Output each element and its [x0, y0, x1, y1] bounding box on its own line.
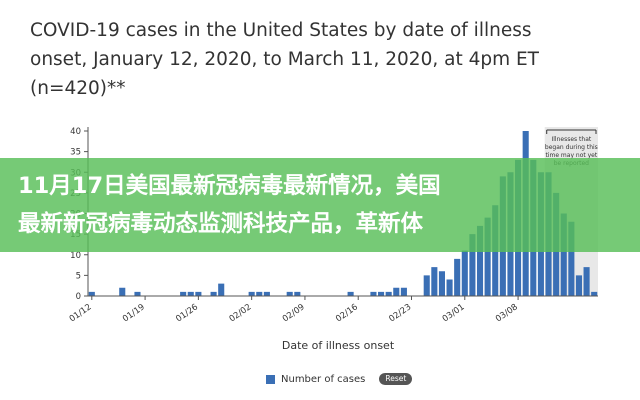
bar — [180, 291, 187, 296]
bar — [575, 275, 583, 296]
x-tick-label: 01/12 — [68, 302, 94, 324]
annotation-text-line: time may not yet — [545, 152, 597, 159]
bar — [568, 221, 575, 296]
bar — [385, 291, 392, 296]
y-tick-label: 35 — [70, 148, 81, 158]
bar — [560, 213, 567, 296]
x-axis-label: Date of illness onset — [282, 339, 395, 352]
x-tick-label: 02/09 — [281, 302, 307, 324]
bar — [423, 275, 430, 296]
legend-swatch — [266, 374, 275, 384]
legend-label: Number of cases — [281, 373, 366, 385]
bar — [469, 234, 476, 296]
y-tick-label: 10 — [70, 251, 81, 261]
bar — [210, 291, 217, 296]
annotation-text-line: began during this — [545, 144, 598, 151]
bar — [446, 279, 453, 296]
y-tick-label: 5 — [76, 271, 81, 281]
bar — [263, 291, 270, 296]
x-tick-label: 01/19 — [121, 302, 147, 324]
title-line-3: (n=420)** — [30, 78, 126, 99]
bar — [591, 291, 598, 296]
x-tick-label: 02/23 — [387, 302, 413, 324]
bar — [294, 291, 301, 296]
reset-button[interactable]: Reset — [379, 373, 413, 385]
bar — [583, 267, 590, 296]
bar — [476, 225, 484, 296]
bar — [400, 287, 407, 296]
bar — [134, 291, 141, 296]
x-tick-label: 02/16 — [334, 302, 360, 324]
bar — [187, 291, 194, 296]
x-tick-label: 03/01 — [441, 302, 467, 324]
bar — [461, 250, 468, 296]
y-tick-label: 40 — [70, 127, 81, 137]
banner-line-2: 最新新冠病毒动态监测科技产品，革新体 — [18, 211, 424, 237]
bar — [378, 291, 385, 296]
chart-legend: Number of cases Reset — [266, 373, 413, 385]
bar — [218, 283, 225, 296]
bar — [393, 287, 400, 296]
bar — [454, 258, 461, 296]
bar — [195, 291, 202, 296]
annotation-text-line: Illnesses that — [551, 136, 591, 143]
bar — [347, 291, 354, 296]
x-tick-label: 02/02 — [228, 302, 254, 324]
bar — [119, 287, 126, 296]
title-line-2: onset, January 12, 2020, to March 11, 20… — [30, 49, 539, 70]
bar — [286, 291, 293, 296]
x-tick-label: 03/08 — [494, 302, 520, 324]
x-tick-label: 01/26 — [174, 302, 200, 324]
bar — [370, 291, 377, 296]
bar — [256, 291, 263, 296]
bar — [88, 291, 95, 296]
bar — [248, 291, 255, 296]
bar — [431, 267, 438, 296]
chart-title: COVID-19 cases in the United States by d… — [30, 16, 620, 103]
overlay-banner: 11月17日美国最新冠病毒最新情况，美国 最新新冠病毒动态监测科技产品，革新体 — [0, 158, 640, 252]
banner-line-1: 11月17日美国最新冠病毒最新情况，美国 — [18, 173, 441, 199]
bar — [484, 217, 491, 296]
title-line-1: COVID-19 cases in the United States by d… — [30, 20, 532, 41]
bar — [438, 271, 445, 296]
y-tick-label: 0 — [76, 292, 81, 302]
